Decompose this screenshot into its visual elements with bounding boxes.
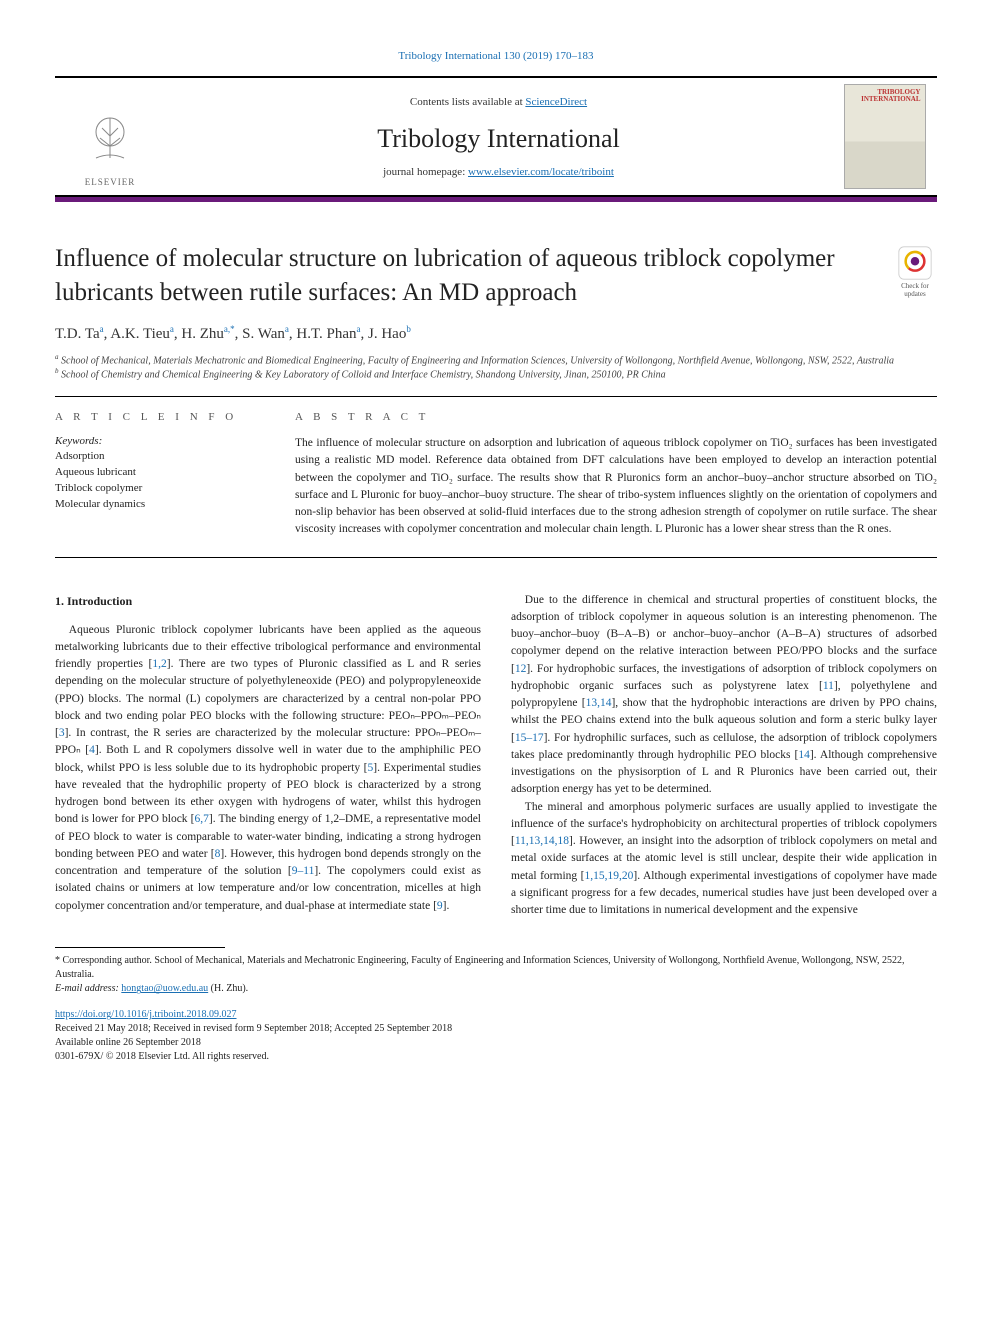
body-paragraph: Due to the difference in chemical and st… xyxy=(511,592,937,799)
abstract-label: A B S T R A C T xyxy=(295,411,937,423)
journal-homepage: journal homepage: www.elsevier.com/locat… xyxy=(383,166,614,178)
footnote-rule xyxy=(55,947,225,948)
keywords-list: AdsorptionAqueous lubricantTriblock copo… xyxy=(55,449,255,513)
article-info-row: A R T I C L E I N F O Keywords: Adsorpti… xyxy=(55,397,937,558)
homepage-prefix: journal homepage: xyxy=(383,166,468,178)
keywords-head: Keywords: xyxy=(55,435,255,447)
right-column: Due to the difference in chemical and st… xyxy=(511,592,937,920)
footnotes: * Corresponding author. School of Mechan… xyxy=(55,954,937,996)
journal-cover-thumb: TRIBOLOGY INTERNATIONAL xyxy=(844,84,926,189)
badge-line2: updates xyxy=(904,290,925,298)
email-label: E-mail address: xyxy=(55,983,121,994)
body-paragraph: Aqueous Pluronic triblock copolymer lubr… xyxy=(55,622,481,915)
affiliation-a: a School of Mechanical, Materials Mechat… xyxy=(55,353,937,368)
corresponding-author: * Corresponding author. School of Mechan… xyxy=(55,954,937,982)
email-line: E-mail address: hongtao@uow.edu.au (H. Z… xyxy=(55,982,937,996)
email-name: (H. Zhu). xyxy=(208,983,248,994)
left-column: 1. Introduction Aqueous Pluronic tribloc… xyxy=(55,592,481,920)
body-paragraph: The mineral and amorphous polymeric surf… xyxy=(511,799,937,920)
contents-prefix: Contents lists available at xyxy=(410,96,525,108)
received-line: Received 21 May 2018; Received in revise… xyxy=(55,1023,452,1034)
online-line: Available online 26 September 2018 xyxy=(55,1037,201,1048)
affiliations: a School of Mechanical, Materials Mechat… xyxy=(55,353,937,383)
affil-a-text: School of Mechanical, Materials Mechatro… xyxy=(61,355,894,366)
keyword-item: Molecular dynamics xyxy=(55,497,255,513)
brand-bar xyxy=(55,197,937,202)
keyword-item: Aqueous lubricant xyxy=(55,465,255,481)
publisher-logo-block: ELSEVIER xyxy=(55,78,165,195)
crossmark-icon xyxy=(898,246,932,280)
abstract-text: The influence of molecular structure on … xyxy=(295,435,937,539)
cover-title-text: TRIBOLOGY INTERNATIONAL xyxy=(845,89,921,103)
sciencedirect-link[interactable]: ScienceDirect xyxy=(525,96,587,108)
intro-heading: 1. Introduction xyxy=(55,592,481,610)
contents-available: Contents lists available at ScienceDirec… xyxy=(410,96,587,108)
homepage-link[interactable]: www.elsevier.com/locate/triboint xyxy=(468,166,614,178)
doi-block: https://doi.org/10.1016/j.triboint.2018.… xyxy=(55,1008,937,1064)
keyword-item: Triblock copolymer xyxy=(55,481,255,497)
affil-b-text: School of Chemistry and Chemical Enginee… xyxy=(61,370,666,381)
keyword-item: Adsorption xyxy=(55,449,255,465)
author-list: T.D. Taa, A.K. Tieua, H. Zhua,*, S. Wana… xyxy=(55,324,937,343)
elsevier-tree-icon xyxy=(75,105,145,175)
badge-line1: Check for xyxy=(901,282,929,290)
copyright-line: 0301-679X/ © 2018 Elsevier Ltd. All righ… xyxy=(55,1051,269,1062)
article-info-label: A R T I C L E I N F O xyxy=(55,411,255,423)
journal-name: Tribology International xyxy=(377,124,619,154)
affiliation-b: b School of Chemistry and Chemical Engin… xyxy=(55,367,937,382)
email-link[interactable]: hongtao@uow.edu.au xyxy=(121,983,208,994)
publisher-label: ELSEVIER xyxy=(85,177,136,187)
doi-link[interactable]: https://doi.org/10.1016/j.triboint.2018.… xyxy=(55,1009,237,1020)
running-head: Tribology International 130 (2019) 170–1… xyxy=(55,50,937,62)
article-title: Influence of molecular structure on lubr… xyxy=(55,242,873,310)
journal-banner: ELSEVIER Contents lists available at Sci… xyxy=(55,76,937,197)
check-updates-badge[interactable]: Check for updates xyxy=(893,246,937,298)
body-columns: 1. Introduction Aqueous Pluronic tribloc… xyxy=(55,592,937,920)
